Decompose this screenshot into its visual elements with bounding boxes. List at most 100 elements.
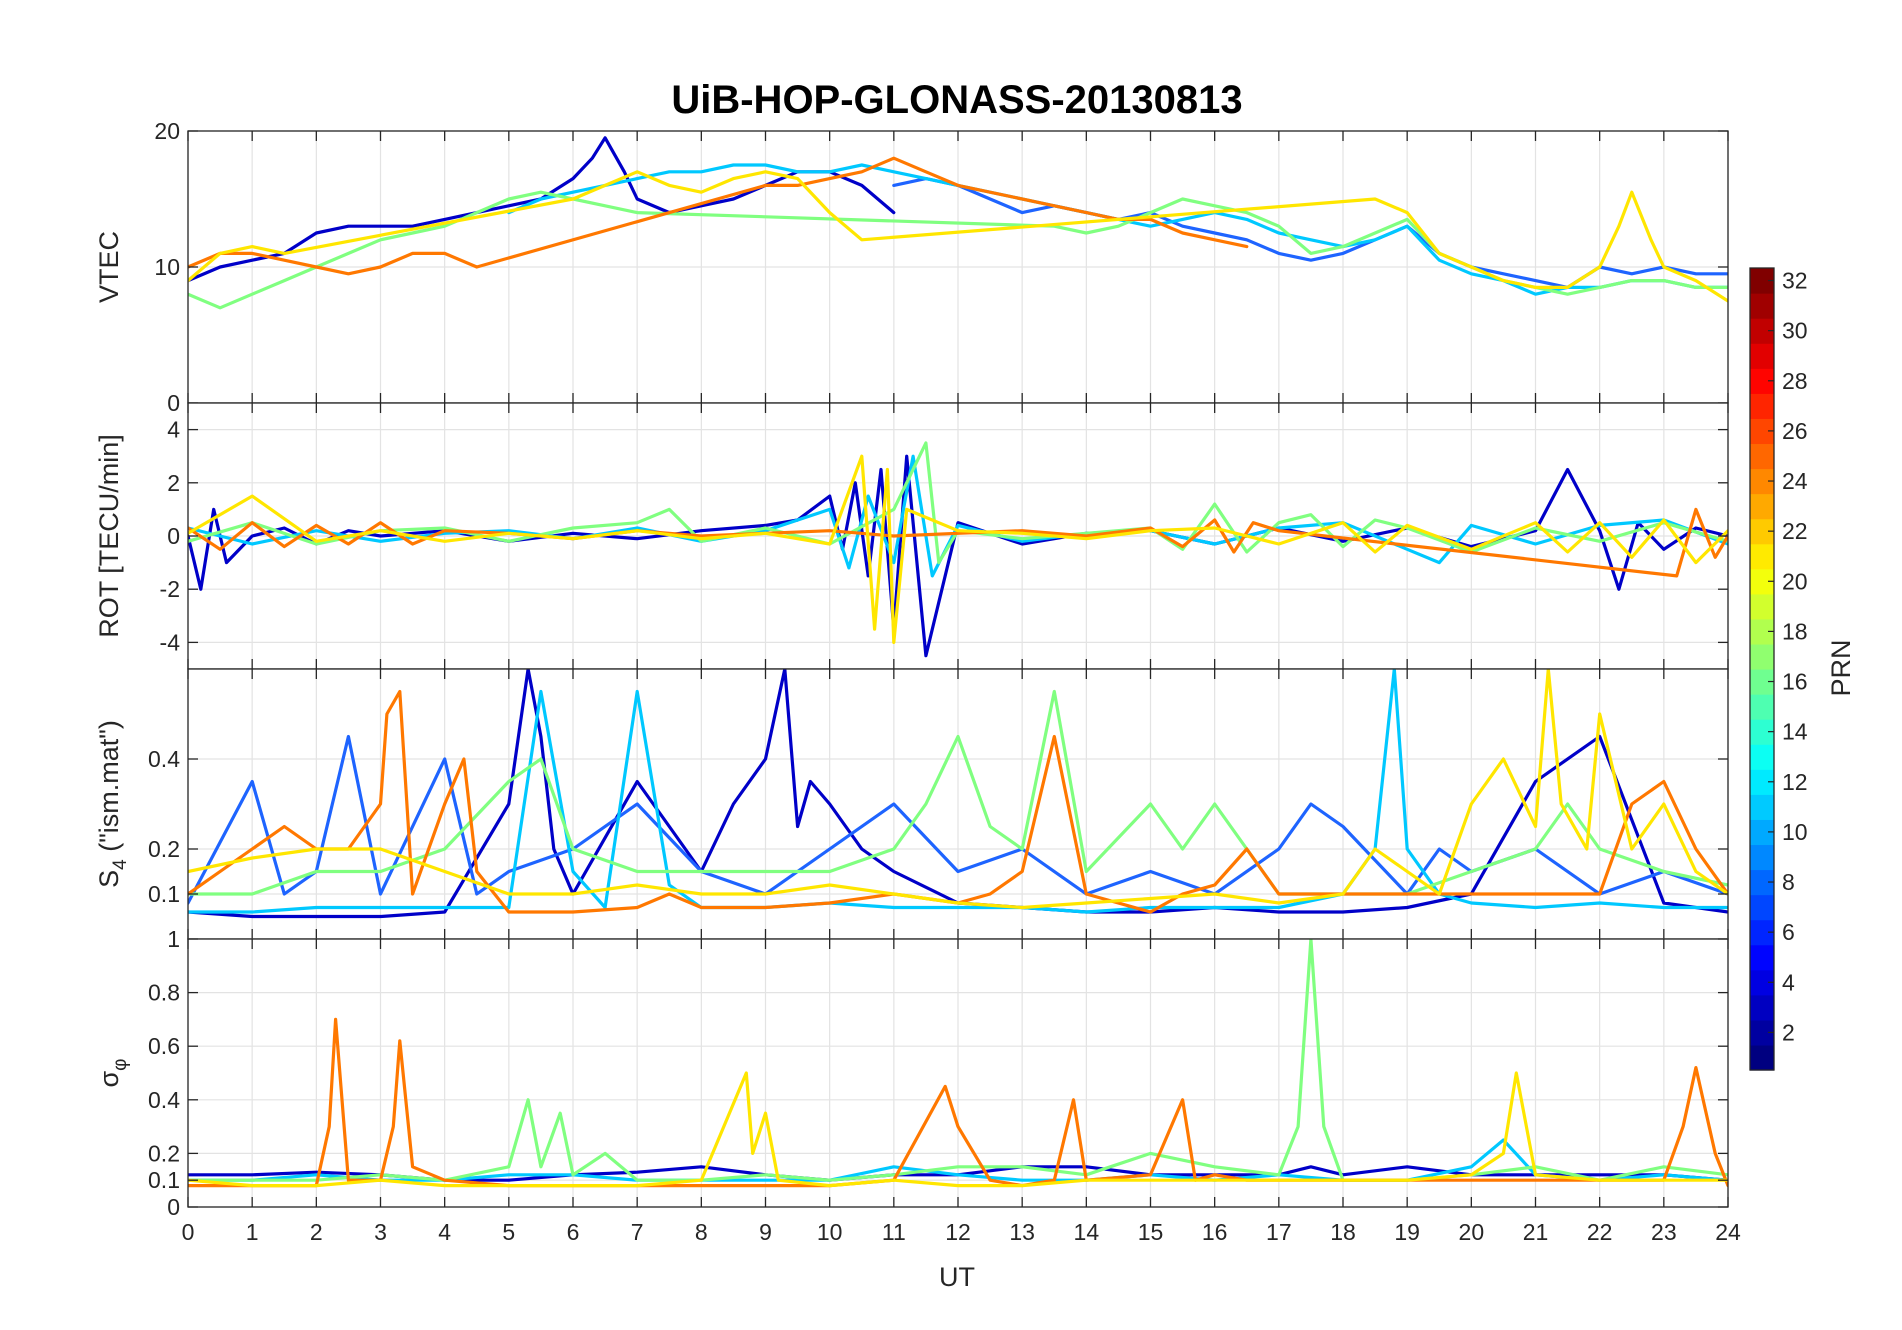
y-tick-label: 0: [167, 390, 180, 416]
series-group: [188, 136, 1728, 310]
x-tick-label: 2: [310, 1219, 323, 1245]
colorbar-segment: [1750, 844, 1774, 871]
colorbar-frame: [1749, 267, 1775, 1071]
colorbar-segment: [1750, 343, 1774, 369]
panel-3: 0.1 0.2 0.4 S4 ("ism.mat"): [94, 668, 1729, 940]
y-axis-label: VTEC: [94, 231, 124, 303]
colorbar-segment: [1750, 543, 1774, 570]
y-tick-label: 4: [167, 417, 180, 443]
colorbar-segment: [1750, 593, 1774, 620]
x-tick-label: 3: [374, 1219, 387, 1245]
x-axis-label: UT: [939, 1262, 975, 1292]
colorbar-tick-label: 4: [1782, 969, 1795, 995]
colorbar-tick-label: 8: [1782, 869, 1795, 895]
x-tick-label: 17: [1266, 1219, 1292, 1245]
y-tick-label: 0.4: [148, 1087, 180, 1113]
x-tick-label: 13: [1009, 1219, 1035, 1245]
colorbar-segment: [1750, 744, 1774, 770]
series-group: [188, 939, 1728, 1188]
y-tick-label: 0.2: [148, 836, 180, 862]
x-tick-label: 11: [882, 1219, 906, 1245]
x-tick-label: 24: [1715, 1219, 1741, 1245]
series-line: [188, 441, 1728, 565]
x-tick-label: 20: [1459, 1219, 1485, 1245]
colorbar-segment: [1750, 293, 1774, 319]
colorbar-tick-label: 24: [1782, 468, 1808, 494]
x-tick-label: 21: [1523, 1219, 1549, 1245]
colorbar-segment: [1750, 994, 1774, 1021]
series-group: [188, 669, 1728, 919]
x-tick-label: 9: [759, 1219, 772, 1245]
x-tick-label: 8: [695, 1219, 708, 1245]
y-axis-label: ROT [TECU/min]: [94, 434, 124, 638]
colorbar-segment: [1750, 493, 1774, 520]
colorbar-segment: [1750, 794, 1774, 820]
colorbar-tick-label: 26: [1782, 418, 1808, 444]
colorbar-tick-label: 20: [1782, 568, 1808, 594]
series-line: [188, 454, 1728, 645]
y-tick-label: -4: [160, 629, 181, 655]
x-tick-label: 22: [1587, 1219, 1613, 1245]
x-tick-label: 7: [631, 1219, 644, 1245]
x-axis: UT 0 1 2 3 4 5 6 7 8 9 10 11 12 13 14 15 16 17 18 19 20 21 22 2…: [182, 1219, 1741, 1292]
y-tick-label: 0: [167, 523, 180, 549]
series-line: [188, 689, 1728, 914]
x-tick-label: 6: [567, 1219, 580, 1245]
x-tick-label: 4: [438, 1219, 451, 1245]
colorbar-segment: [1750, 944, 1774, 971]
colorbar-tick-label: 6: [1782, 919, 1795, 945]
colorbar-tick-label: 32: [1782, 268, 1808, 294]
y-tick-label: 2: [167, 470, 180, 496]
x-tick-label: 10: [817, 1219, 843, 1245]
x-tick-label: 14: [1074, 1219, 1100, 1245]
colorbar-tick-label: 28: [1782, 368, 1808, 394]
x-tick-label: 12: [945, 1219, 971, 1245]
colorbar-segment: [1750, 894, 1774, 921]
colorbar-tick-label: 14: [1782, 719, 1808, 745]
x-tick-label: 5: [502, 1219, 515, 1245]
panel-4: 00.10.2 0.4 0.6 0.8 1 σφ: [94, 926, 1729, 1220]
series-line: [188, 170, 1728, 303]
panel-1: 0 10 20 VTEC: [94, 118, 1729, 416]
colorbar-label: PRN: [1826, 639, 1856, 696]
colorbar-segment: [1750, 1044, 1774, 1071]
series-line: [188, 669, 1728, 910]
y-tick-label: 0.4: [148, 746, 180, 772]
colorbar-tick-label: 30: [1782, 318, 1808, 344]
y-tick-label: 0.6: [148, 1033, 180, 1059]
series-line: [188, 669, 1728, 919]
x-tick-label: 1: [246, 1219, 259, 1245]
y-tick-label: 20: [154, 118, 180, 144]
series-group: [188, 441, 1728, 658]
y-axis-label: σφ: [94, 1059, 131, 1088]
chart-title: UiB-HOP-GLONASS-20130813: [671, 78, 1242, 122]
y-tick-label: -2: [160, 576, 180, 602]
colorbar-tick-label: 10: [1782, 819, 1808, 845]
y-tick-label: 0: [167, 1194, 180, 1220]
series-line: [188, 1071, 1728, 1188]
colorbar-tick-label: 2: [1782, 1019, 1795, 1045]
colorbar-tick-label: 12: [1782, 769, 1808, 795]
y-axis-label: S4 ("ism.mat"): [94, 720, 131, 888]
y-tick-label: 0.1: [148, 881, 180, 907]
x-tick-label: 23: [1651, 1219, 1677, 1245]
y-tick-label: 0.8: [148, 980, 180, 1006]
colorbar-segment: [1750, 694, 1774, 720]
colorbar-tick-label: 18: [1782, 618, 1808, 644]
x-tick-label: 18: [1330, 1219, 1356, 1245]
colorbar-segment: [1750, 643, 1774, 670]
colorbar-tick-label: 22: [1782, 518, 1808, 544]
panel-2: -4 -2 0 2 4 ROT [TECU/min]: [94, 402, 1729, 670]
y-tick-label: 1: [167, 926, 180, 952]
y-tick-label: 10: [154, 254, 180, 280]
x-tick-label: 0: [182, 1219, 195, 1245]
x-tick-label: 19: [1394, 1219, 1420, 1245]
y-tick-label: 0.1: [148, 1167, 180, 1193]
colorbar-tick-label: 16: [1782, 669, 1808, 695]
series-line: [188, 734, 1728, 905]
series-line: [188, 689, 1728, 896]
colorbar-segment: [1750, 443, 1774, 470]
